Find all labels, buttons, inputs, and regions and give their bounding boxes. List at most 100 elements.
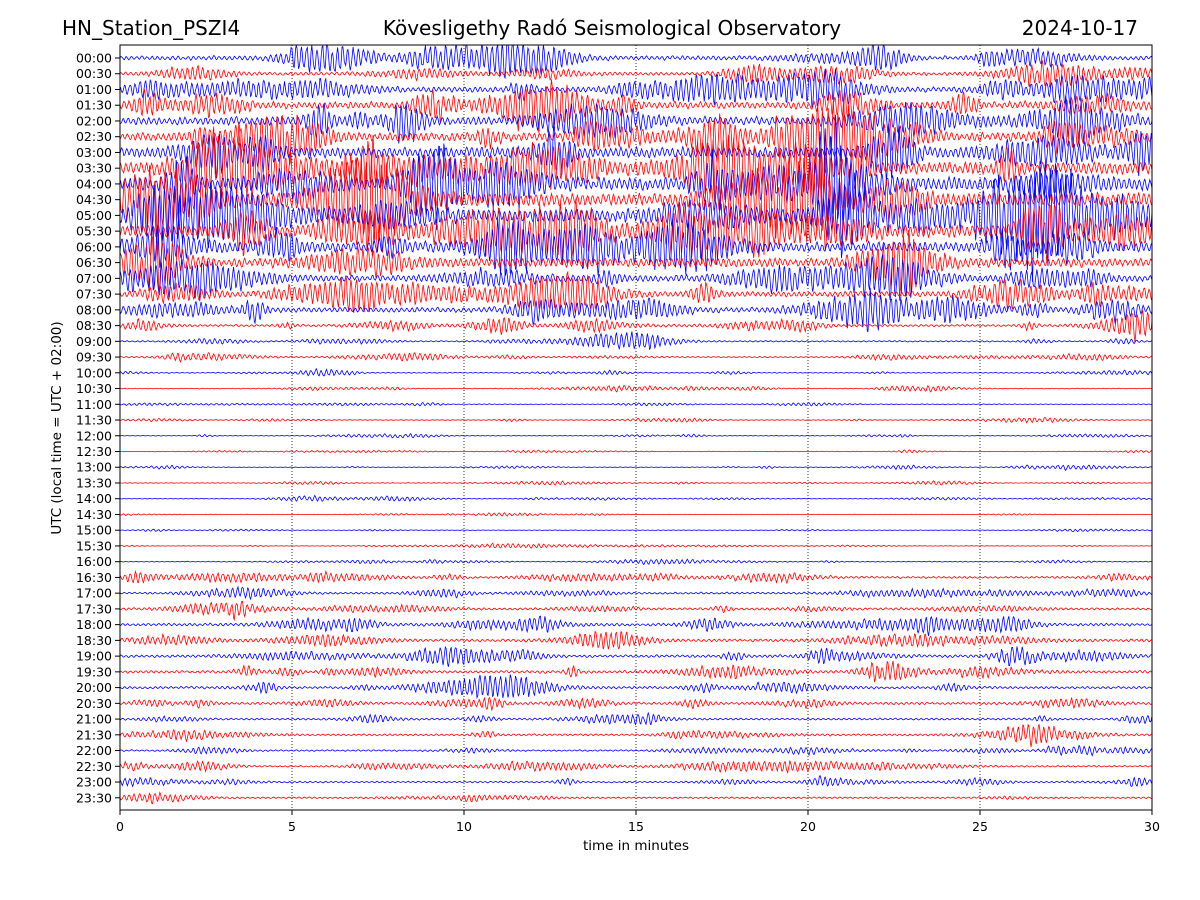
trace-0000 — [120, 45, 1152, 80]
y-tick-label: 07:30 — [76, 287, 112, 302]
y-tick-label: 21:00 — [76, 712, 112, 727]
x-tick-label: 25 — [972, 819, 988, 834]
y-tick-label: 17:30 — [76, 601, 112, 616]
y-tick-label: 09:00 — [76, 334, 112, 349]
y-tick-label: 02:00 — [76, 113, 112, 128]
trace-1800 — [120, 615, 1152, 636]
trace-1900 — [120, 645, 1152, 667]
y-tick-label: 18:00 — [76, 617, 112, 632]
trace-0200 — [120, 95, 1152, 148]
y-tick-label: 12:30 — [76, 444, 112, 459]
y-tick-label: 04:30 — [76, 192, 112, 207]
trace-1000 — [120, 367, 1152, 377]
y-tick-label: 05:00 — [76, 208, 112, 223]
trace-1100 — [120, 402, 1152, 407]
chart-date: 2024-10-17 — [1022, 16, 1138, 40]
station-name: HN_Station_PSZI4 — [62, 16, 240, 40]
trace-0230 — [120, 97, 1152, 174]
trace-1030 — [120, 385, 1152, 393]
trace-2300 — [120, 774, 1152, 788]
trace-2130 — [120, 723, 1152, 748]
x-tick-label: 0 — [116, 819, 124, 834]
trace-1300 — [120, 464, 1152, 471]
x-axis: 0 5 10 15 20 25 30 — [116, 810, 1160, 834]
y-tick-label: 23:30 — [76, 790, 112, 805]
y-tick-label: 02:30 — [76, 129, 112, 144]
y-tick-label: 13:30 — [76, 475, 112, 490]
y-tick-label: 03:00 — [76, 145, 112, 160]
y-tick-label: 11:30 — [76, 413, 112, 428]
y-tick-label: 09:30 — [76, 350, 112, 365]
y-tick-label: 06:00 — [76, 239, 112, 254]
y-tick-label: 20:30 — [76, 696, 112, 711]
chart-title: Kövesligethy Radó Seismological Observat… — [383, 16, 841, 40]
y-tick-label: 08:30 — [76, 318, 112, 333]
trace-1200 — [120, 433, 1152, 439]
y-tick-label: 16:00 — [76, 554, 112, 569]
y-axis: 00:0000:3001:0001:3002:0002:3003:0003:30… — [76, 51, 120, 805]
x-tick-label: 10 — [456, 819, 472, 834]
trace-2230 — [120, 760, 1152, 774]
y-tick-label: 15:00 — [76, 523, 112, 538]
y-tick-label: 14:00 — [76, 491, 112, 506]
y-tick-label: 19:30 — [76, 664, 112, 679]
trace-0300 — [120, 122, 1152, 183]
trace-0900 — [120, 331, 1152, 350]
trace-1700 — [120, 585, 1152, 601]
trace-1400 — [120, 494, 1152, 502]
trace-0630 — [120, 229, 1152, 297]
y-tick-label: 11:00 — [76, 397, 112, 412]
x-tick-label: 15 — [628, 819, 644, 834]
trace-2200 — [120, 744, 1152, 757]
trace-0330 — [120, 122, 1152, 209]
trace-1830 — [120, 630, 1152, 650]
trace-0800 — [120, 287, 1152, 332]
y-tick-label: 03:30 — [76, 161, 112, 176]
y-tick-label: 06:30 — [76, 255, 112, 270]
trace-0430 — [120, 152, 1152, 256]
x-axis-label: time in minutes — [583, 838, 689, 854]
y-tick-label: 13:00 — [76, 460, 112, 475]
y-tick-label: 04:00 — [76, 176, 112, 191]
y-tick-label: 10:00 — [76, 365, 112, 380]
trace-0530 — [120, 198, 1152, 266]
trace-0600 — [120, 218, 1152, 277]
trace-1730 — [120, 600, 1152, 622]
trace-2030 — [120, 696, 1152, 712]
trace-0130 — [120, 79, 1152, 134]
trace-2100 — [120, 711, 1152, 726]
y-tick-label: 15:30 — [76, 538, 112, 553]
y-tick-label: 20:00 — [76, 680, 112, 695]
y-axis-label: UTC (local time = UTC + 02:00) — [49, 321, 65, 534]
trace-0500 — [120, 161, 1152, 282]
trace-2330 — [120, 791, 1152, 805]
traces — [120, 45, 1152, 805]
trace-1430 — [120, 512, 1152, 517]
y-tick-label: 18:30 — [76, 633, 112, 648]
trace-1930 — [120, 660, 1152, 683]
y-tick-label: 00:00 — [76, 51, 112, 66]
trace-0830 — [120, 309, 1152, 343]
y-tick-label: 01:30 — [76, 98, 112, 113]
trace-0030 — [120, 59, 1152, 88]
trace-1330 — [120, 480, 1152, 486]
y-tick-label: 01:00 — [76, 82, 112, 97]
y-tick-label: 19:00 — [76, 649, 112, 664]
trace-1130 — [120, 416, 1152, 424]
y-tick-label: 16:30 — [76, 570, 112, 585]
x-tick-label: 20 — [800, 819, 816, 834]
y-tick-label: 05:30 — [76, 224, 112, 239]
trace-0700 — [120, 254, 1152, 302]
y-tick-label: 14:30 — [76, 507, 112, 522]
trace-1630 — [120, 569, 1152, 585]
y-tick-label: 22:30 — [76, 759, 112, 774]
trace-0400 — [120, 114, 1152, 241]
trace-2000 — [120, 674, 1152, 700]
y-tick-label: 00:30 — [76, 66, 112, 81]
trace-1530 — [120, 542, 1152, 549]
x-tick-label: 30 — [1144, 819, 1160, 834]
trace-1500 — [120, 528, 1152, 532]
y-tick-label: 12:00 — [76, 428, 112, 443]
trace-1600 — [120, 558, 1152, 566]
